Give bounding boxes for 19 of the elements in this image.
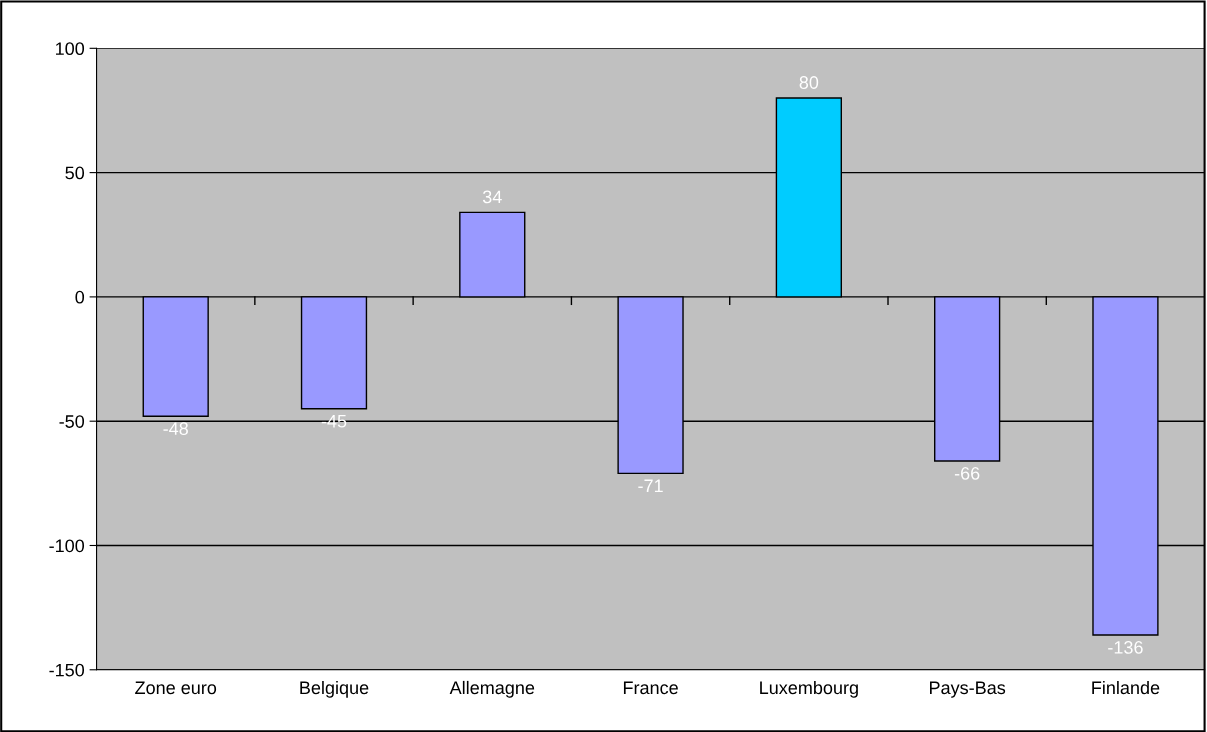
x-tick-label: Pays-Bas <box>930 681 1006 698</box>
y-tick-label: -100 <box>49 539 85 553</box>
x-tick-label: France <box>623 681 678 695</box>
y-tick-label: -50 <box>59 415 85 428</box>
data-label: -66 <box>954 467 980 480</box>
x-tick-label: Allemagne <box>449 680 535 698</box>
y-tick-label: 50 <box>65 166 85 180</box>
data-label: 80 <box>799 76 819 89</box>
data-label: 34 <box>482 190 502 204</box>
y-tick-label: 100 <box>56 42 85 56</box>
y-tick-label: -150 <box>49 663 85 677</box>
x-tick-label: Luxembourg <box>760 680 858 698</box>
x-tick-label: Zone euro <box>135 681 217 695</box>
x-tick-label: Belgique <box>300 680 369 698</box>
y-tick-label: 0 <box>75 290 85 304</box>
data-label: -136 <box>1108 641 1143 654</box>
x-tick-label: Finlande <box>1092 680 1160 695</box>
data-label: -48 <box>163 422 188 436</box>
data-label: -71 <box>638 479 663 493</box>
